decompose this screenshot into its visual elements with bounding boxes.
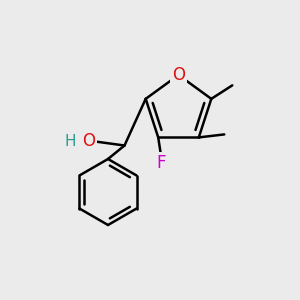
- Text: O: O: [82, 132, 95, 150]
- Text: H: H: [65, 134, 76, 148]
- Text: F: F: [157, 154, 166, 172]
- Text: O: O: [172, 66, 185, 84]
